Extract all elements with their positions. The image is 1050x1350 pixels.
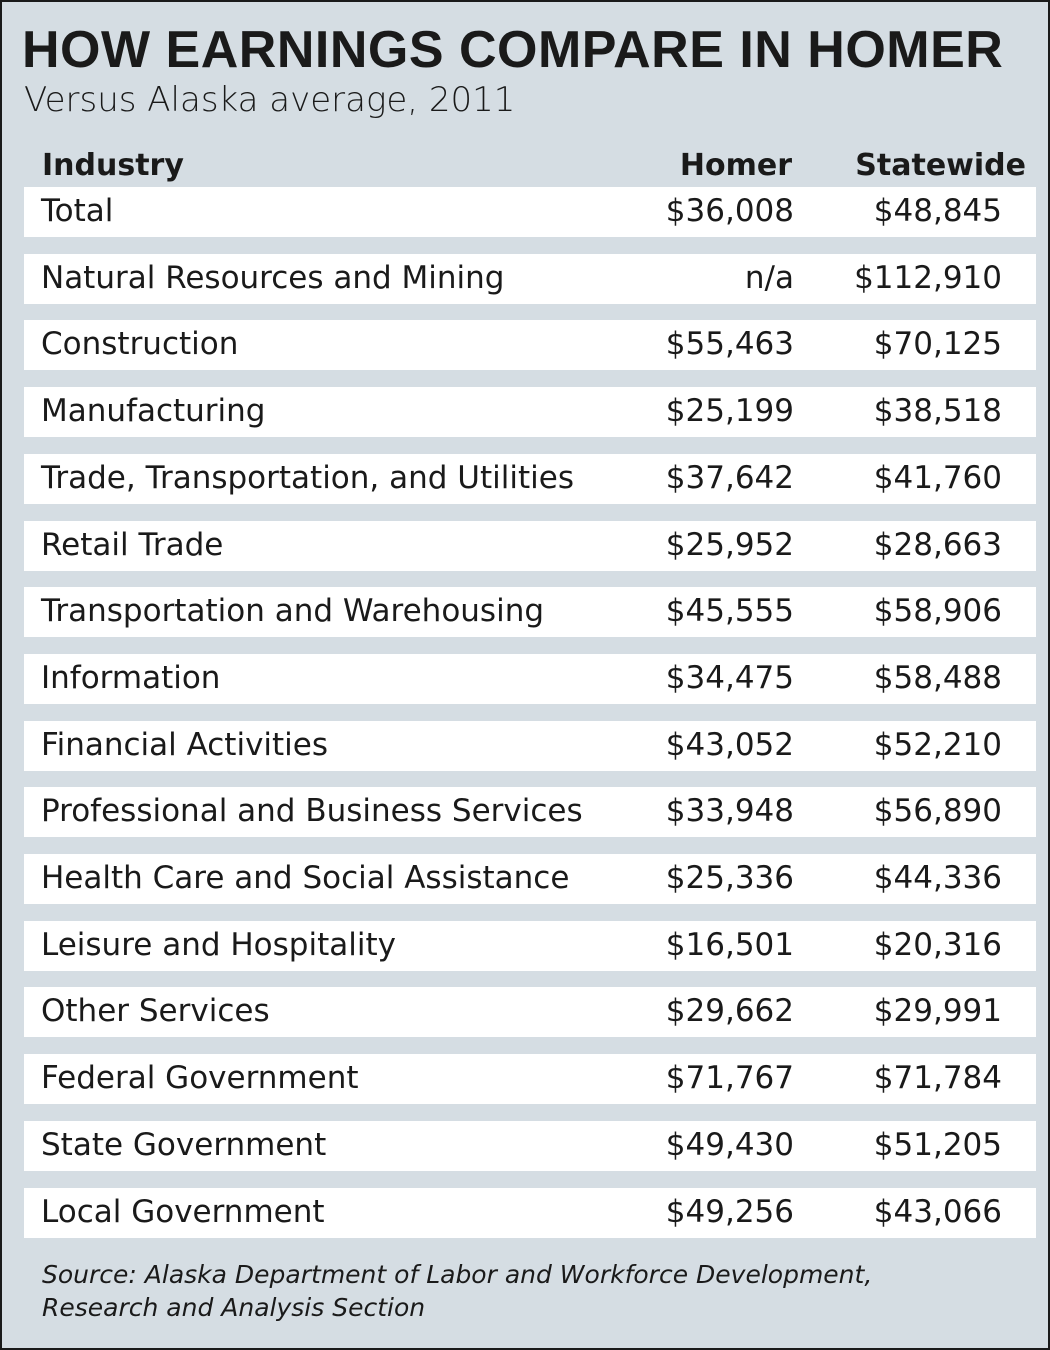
table-row: Financial Activities $43,052 $52,210 xyxy=(24,720,1036,771)
table-row: Other Services $29,662 $29,991 xyxy=(24,987,1036,1038)
table-row: Construction $55,463 $70,125 xyxy=(24,320,1036,371)
value-cell: $52,210 xyxy=(873,726,1002,763)
value-cell: $45,555 xyxy=(665,593,794,630)
value-cell: $36,008 xyxy=(665,193,794,229)
value-cell: $71,767 xyxy=(665,1060,794,1097)
value-cell: $16,501 xyxy=(665,926,794,963)
value-cell: $38,518 xyxy=(873,393,1002,430)
industry-cell: Manufacturing xyxy=(41,393,266,430)
table-row: Local Government $49,256 $43,066 xyxy=(24,1187,1036,1238)
value-cell: $25,336 xyxy=(665,860,794,896)
value-cell: $34,475 xyxy=(665,659,794,696)
value-cell: $44,336 xyxy=(873,860,1002,896)
table-row: Health Care and Social Assistance $25,336… xyxy=(24,854,1036,904)
table-row: Total $36,008 $48,845 xyxy=(24,187,1036,237)
industry-cell: Information xyxy=(41,659,221,696)
table-row: Federal Government $71,767 $71,784 xyxy=(24,1054,1036,1105)
industry-cell: Leisure and Hospitality xyxy=(41,926,396,963)
industry-cell: State Government xyxy=(41,1126,327,1163)
table-row: Manufacturing $25,199 $38,518 xyxy=(24,387,1036,438)
table-row: Transportation and Warehousing $45,555 $58… xyxy=(24,587,1036,638)
value-cell: $29,662 xyxy=(665,993,794,1030)
value-cell: $56,890 xyxy=(873,793,1002,830)
value-cell: $49,256 xyxy=(665,1193,794,1230)
industry-cell: Natural Resources and Mining xyxy=(41,259,505,296)
table-row: Natural Resources and Mining n/a $112,910 xyxy=(24,253,1036,304)
source-line: Source: Alaska Department of Labor and W… xyxy=(42,1260,873,1289)
table-row: Information $34,475 $58,488 xyxy=(24,653,1036,704)
industry-cell: Trade, Transportation, and Utilities xyxy=(41,459,574,496)
value-cell: $48,845 xyxy=(873,193,1002,229)
title: HOW EARNINGS COMPARE IN HOMER xyxy=(22,21,1004,79)
industry-cell: Retail Trade xyxy=(41,526,224,563)
industry-cell: Financial Activities xyxy=(41,726,329,763)
industry-cell: Construction xyxy=(41,326,239,363)
value-cell: n/a xyxy=(744,259,794,296)
value-cell: $33,948 xyxy=(665,793,794,830)
value-cell: $58,906 xyxy=(873,593,1002,630)
industry-cell: Total xyxy=(41,193,114,229)
table-row: Leisure and Hospitality $16,501 $20,316 xyxy=(24,920,1036,971)
value-cell: $37,642 xyxy=(665,459,794,496)
column-header: Homer xyxy=(679,148,792,183)
table-row: Professional and Business Services $33,94… xyxy=(24,787,1036,838)
value-cell: $71,784 xyxy=(873,1060,1002,1097)
value-cell: $29,991 xyxy=(873,993,1002,1030)
value-cell: $25,952 xyxy=(665,526,794,563)
value-cell: $41,760 xyxy=(873,459,1002,496)
value-cell: $49,430 xyxy=(665,1126,794,1163)
value-cell: $43,066 xyxy=(873,1193,1002,1230)
value-cell: $55,463 xyxy=(665,326,794,363)
value-cell: $25,199 xyxy=(665,393,794,430)
value-cell: $70,125 xyxy=(873,326,1002,363)
industry-cell: Professional and Business Services xyxy=(41,793,583,830)
value-cell: $112,910 xyxy=(854,259,1002,296)
subtitle: Versus Alaska average, 2011 xyxy=(24,80,516,120)
column-header: Statewide xyxy=(855,148,1026,183)
industry-cell: Other Services xyxy=(41,993,270,1030)
source: Source: Alaska Department of Labor and W… xyxy=(42,1258,872,1324)
source-line: Research and Analysis Section xyxy=(42,1293,426,1322)
value-cell: $28,663 xyxy=(873,526,1002,563)
value-cell: $58,488 xyxy=(873,659,1002,696)
table-row: Retail Trade $25,952 $28,663 xyxy=(24,520,1036,571)
industry-cell: Federal Government xyxy=(41,1060,359,1097)
industry-cell: Local Government xyxy=(41,1193,325,1230)
value-cell: $51,205 xyxy=(873,1126,1002,1163)
column-header: Industry xyxy=(42,148,184,183)
table-row: State Government $49,430 $51,205 xyxy=(24,1120,1036,1171)
value-cell: $20,316 xyxy=(873,926,1002,963)
table-row: Trade, Transportation, and Utilities $37,… xyxy=(24,453,1036,504)
industry-cell: Transportation and Warehousing xyxy=(41,593,545,630)
industry-cell: Health Care and Social Assistance xyxy=(41,860,570,896)
value-cell: $43,052 xyxy=(665,726,794,763)
